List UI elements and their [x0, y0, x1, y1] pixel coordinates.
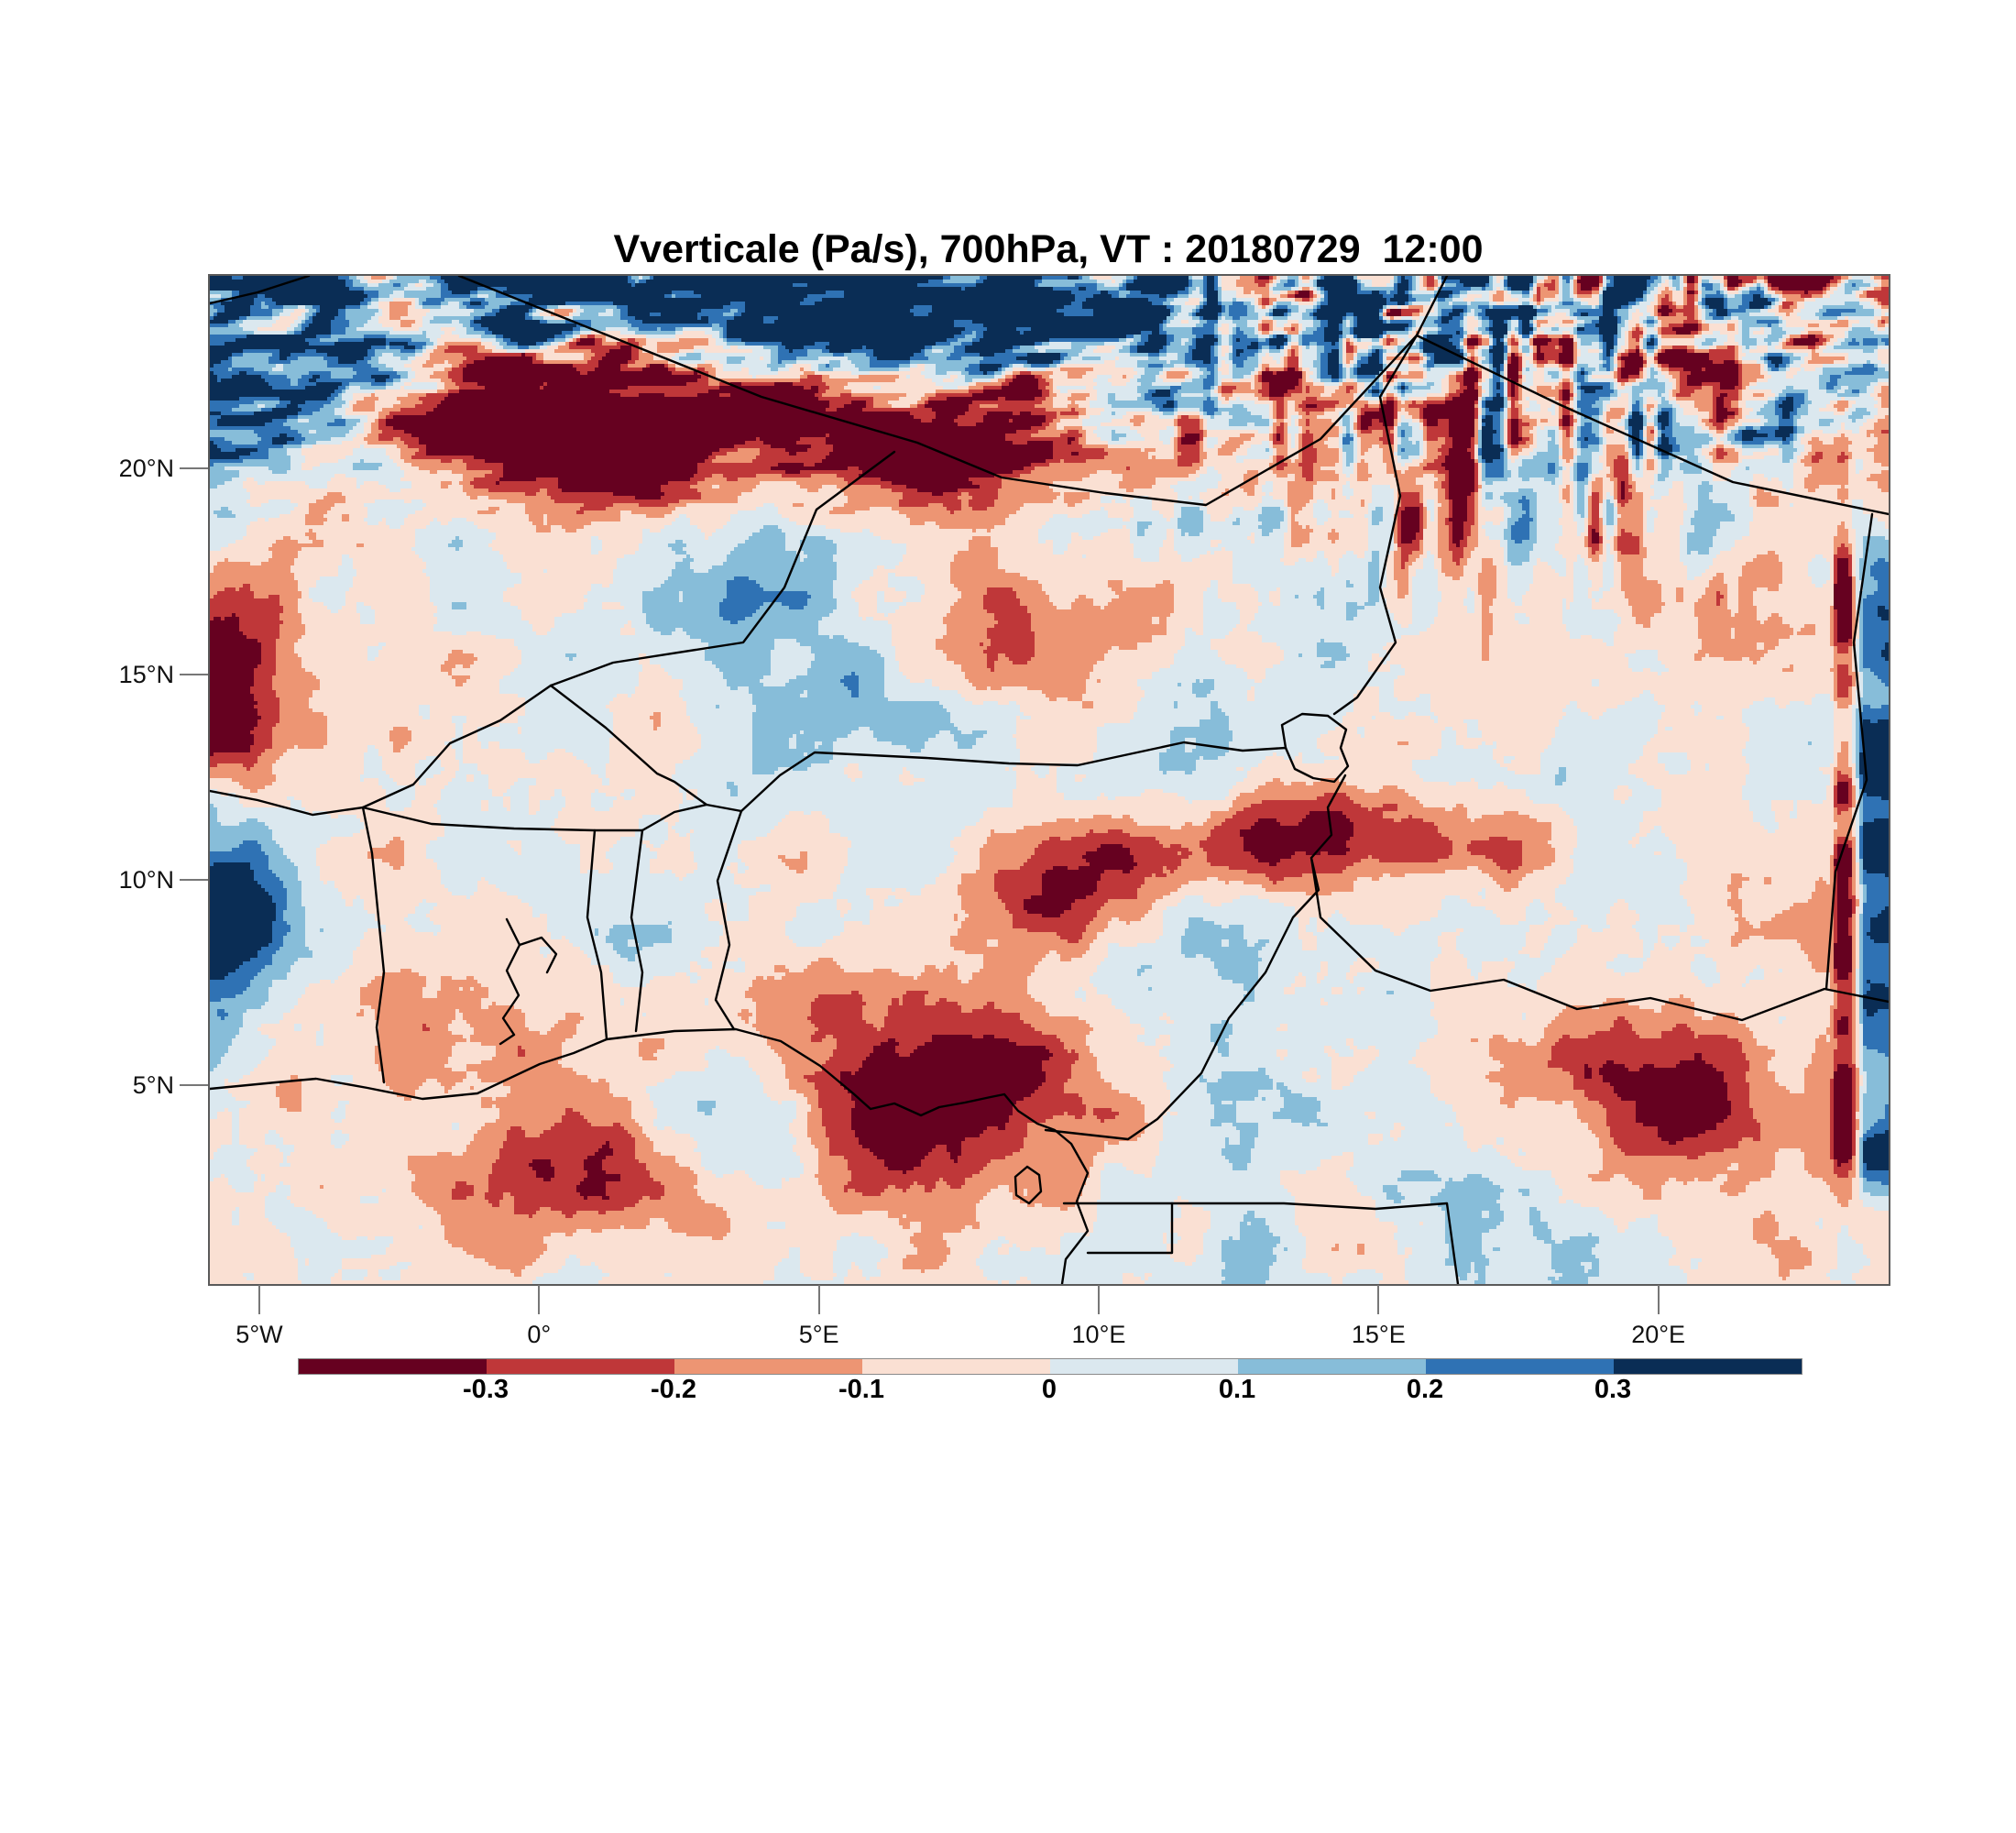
lon-tick-label: 0°: [527, 1321, 552, 1348]
colorbar-label: 0: [1041, 1375, 1057, 1404]
plot-title: Vverticale (Pa/s), 700hPa, VT : 20180729…: [613, 227, 1484, 271]
colorbar-segment-1: [487, 1359, 674, 1374]
colorbar-label: 0.1: [1218, 1375, 1256, 1404]
colorbar-segment-0: [299, 1359, 487, 1374]
lon-tick-label: 15°E: [1351, 1321, 1406, 1348]
lat-tick-label: 10°N: [118, 866, 174, 894]
lat-tick-mark: [180, 467, 208, 470]
vertical-velocity-field-canvas: [210, 276, 1889, 1284]
lon-tick-mark: [1097, 1285, 1100, 1314]
colorbar-segment-4: [1050, 1359, 1238, 1374]
lon-tick-mark: [1377, 1285, 1380, 1314]
map-plot-area: [208, 274, 1890, 1286]
lon-tick-mark: [538, 1285, 541, 1314]
lon-tick-mark: [257, 1285, 260, 1314]
colorbar-segment-7: [1614, 1359, 1802, 1374]
lon-tick-label: 5°W: [236, 1321, 283, 1348]
lon-tick-label: 5°E: [798, 1321, 839, 1348]
colorbar-segment-3: [862, 1359, 1050, 1374]
lat-tick-mark: [180, 1084, 208, 1087]
lon-tick-label: 10°E: [1071, 1321, 1126, 1348]
lat-tick-label: 20°N: [118, 455, 174, 483]
lat-tick-mark: [180, 879, 208, 881]
lon-tick-label: 20°E: [1631, 1321, 1686, 1348]
colorbar-label: -0.2: [651, 1375, 696, 1404]
colorbar-segment-6: [1426, 1359, 1614, 1374]
lat-tick-label: 5°N: [132, 1071, 174, 1100]
colorbar-segment-5: [1238, 1359, 1426, 1374]
colorbar-label: 0.3: [1594, 1375, 1632, 1404]
colorbar-label: 0.2: [1406, 1375, 1444, 1404]
colorbar-segment-2: [674, 1359, 862, 1374]
lon-tick-mark: [817, 1285, 820, 1314]
lon-tick-mark: [1657, 1285, 1660, 1314]
colorbar-label: -0.1: [838, 1375, 884, 1404]
lat-tick-label: 15°N: [118, 660, 174, 688]
colorbar: [298, 1358, 1802, 1375]
colorbar-label: -0.3: [463, 1375, 509, 1404]
lat-tick-mark: [180, 673, 208, 675]
